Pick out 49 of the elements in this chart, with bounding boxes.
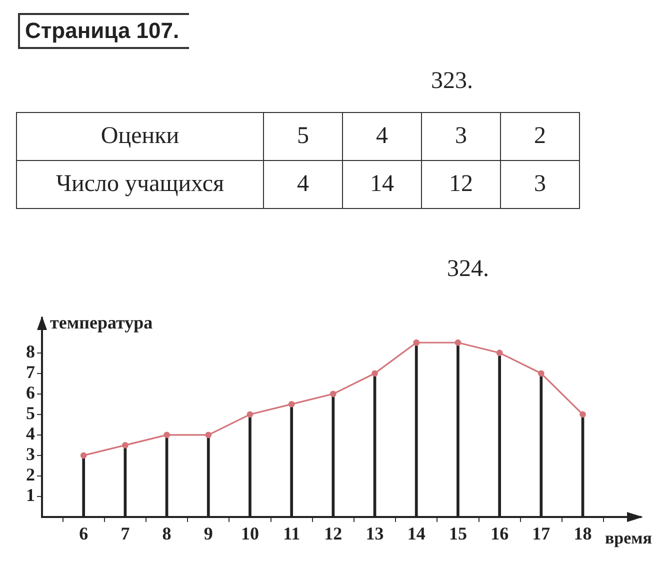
point [122,442,128,448]
point [454,339,462,346]
x-tick-label: 2 [500,112,580,160]
y-tick-label: 5 [26,403,35,424]
x-tick-label: 7 [120,523,130,544]
y-tick-label: 1 [26,485,35,506]
point [580,411,586,418]
x-tick-label: 12 [324,523,342,544]
y-tick-label: 6 [26,382,35,403]
x-tick-label: 14 [407,523,426,544]
x-axis-title: время [605,528,652,548]
text: Страница 107. [18,13,190,49]
point [164,432,170,438]
point [496,350,503,356]
point [80,452,87,459]
y-tick-label: 8 [26,342,35,362]
point [205,432,212,438]
x-tick-label: 6 [79,523,88,544]
y-tick-label: 4 [26,424,35,444]
y-tick-label: 2 [26,464,35,485]
point [413,339,420,346]
x-tick-label: 18 [574,523,592,544]
data-label: 4 [264,160,342,208]
y-axis-title: температура [50,312,153,333]
x-tick-label: 3 [422,112,500,160]
x-tick-label: 10 [240,523,259,544]
point [538,370,544,377]
x-tick-label: 15 [448,523,467,544]
point [246,411,254,418]
y-tick-label: 7 [26,362,35,382]
chart-title: 323. [431,68,473,95]
data-label: 3 [500,160,580,208]
x-tick-label: 9 [204,523,213,544]
y-tick-label: 3 [26,444,35,464]
chart-title: 324. [447,256,489,283]
y-tick-label: Число учащихся [16,160,264,208]
x-tick-label: 4 [342,112,422,160]
x-tick-label: 16 [490,523,509,544]
x-tick-label: 8 [162,523,172,544]
x-tick-label: 11 [283,523,300,544]
x-tick-label: 17 [532,523,550,544]
point [330,390,336,398]
data-label: 12 [422,160,500,208]
x-tick-label: 5 [264,112,342,160]
x-tick-label: 13 [366,523,384,544]
point [372,370,378,377]
point [288,400,295,408]
data-label: 14 [342,160,422,208]
x-axis-title: Оценки [16,112,264,160]
